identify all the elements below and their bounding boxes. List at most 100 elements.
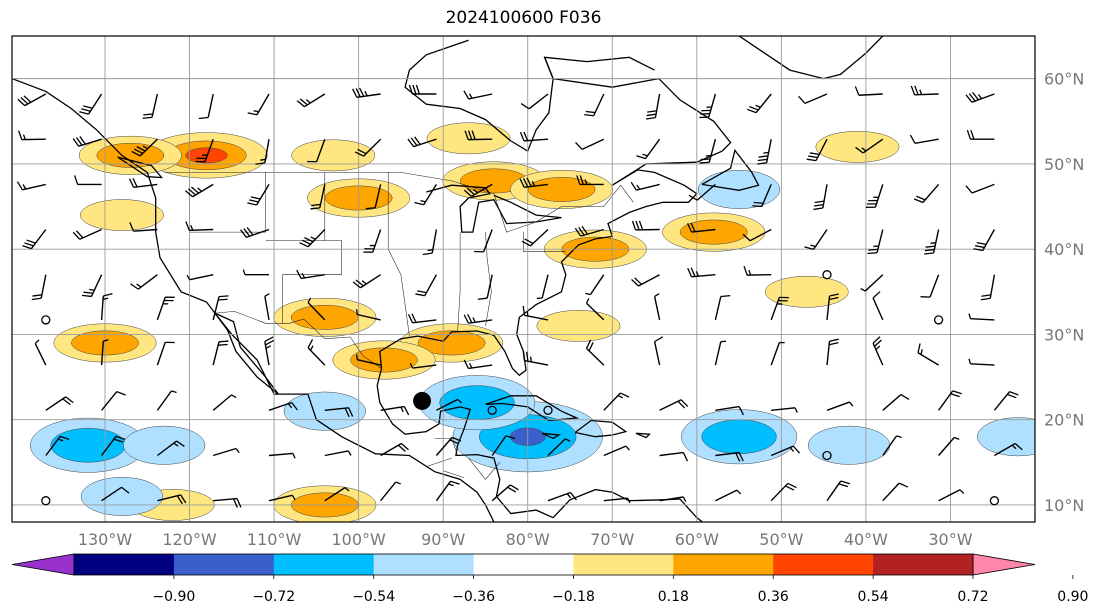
barb-full xyxy=(1009,391,1019,396)
barb-staff xyxy=(826,480,842,502)
barb-staff xyxy=(524,138,549,142)
wind-barb xyxy=(242,269,269,276)
wind-barb xyxy=(474,229,493,253)
wind-barb xyxy=(491,484,519,502)
barb-staff-group xyxy=(645,93,661,120)
barb-full xyxy=(116,391,126,396)
barb-staff-group xyxy=(714,294,731,321)
barb-staff-group xyxy=(247,184,270,206)
barb-full xyxy=(247,202,257,206)
barb-staff xyxy=(156,296,166,321)
barb-full xyxy=(466,187,475,196)
barb-staff xyxy=(491,484,511,502)
barb-staff xyxy=(22,183,46,191)
barb-full xyxy=(749,105,759,111)
barb-staff-group xyxy=(913,183,940,204)
barb-staff xyxy=(826,341,831,366)
barb-staff xyxy=(482,229,493,253)
wind-barb xyxy=(324,450,352,457)
wind-barb xyxy=(813,184,828,211)
wind-barb xyxy=(356,354,381,366)
barb-staff-group xyxy=(770,445,801,457)
barb-full xyxy=(792,445,801,454)
barb-half xyxy=(810,244,816,248)
barb-staff-group xyxy=(536,274,549,300)
barb-half xyxy=(625,445,630,451)
barb-full xyxy=(757,158,768,162)
barb-staff xyxy=(882,482,900,502)
barb-staff xyxy=(156,390,173,411)
barb-staff-group xyxy=(380,442,409,457)
barb-staff xyxy=(541,274,549,299)
barb-full xyxy=(829,342,839,346)
barb-half xyxy=(292,453,296,459)
calm-circle xyxy=(543,405,553,415)
barb-staff xyxy=(189,228,214,232)
barb-staff-group xyxy=(310,184,326,210)
barb-staff xyxy=(715,489,738,502)
wind-barb xyxy=(130,274,158,290)
barb-staff xyxy=(653,341,661,366)
barb-staff xyxy=(876,229,884,253)
barb-staff xyxy=(524,183,549,189)
barb-staff xyxy=(264,139,270,163)
wind-barb xyxy=(585,339,605,366)
map-title: 2024100600 F036 xyxy=(445,8,602,28)
coastline xyxy=(541,432,562,440)
barb-staff xyxy=(468,364,493,370)
wind-barb xyxy=(100,292,113,320)
barb-full xyxy=(522,178,529,188)
wind-barb xyxy=(408,84,437,95)
calm-circle xyxy=(822,450,832,461)
barb-staff-group xyxy=(603,392,630,411)
barb-full xyxy=(872,291,881,299)
wind-barb xyxy=(636,138,661,160)
wind-barb xyxy=(872,291,884,321)
barb-staff-group xyxy=(547,491,577,502)
wind-barb xyxy=(101,435,126,456)
barb-full xyxy=(913,198,924,204)
barb-staff-group xyxy=(407,313,437,324)
wind-barb xyxy=(980,274,996,301)
barb-full xyxy=(23,95,32,103)
barb-full xyxy=(690,267,696,277)
barb-staff-group xyxy=(924,229,940,255)
barb-staff xyxy=(826,295,831,320)
wind-barb xyxy=(743,265,772,276)
coastline xyxy=(738,36,884,80)
barb-staff-group xyxy=(993,391,1019,411)
barb-staff-group xyxy=(520,93,549,110)
barb-staff-group xyxy=(699,93,717,119)
barb-full xyxy=(806,158,817,162)
barb-half xyxy=(356,309,358,315)
wind-barb xyxy=(715,489,742,502)
map-frame xyxy=(11,35,1036,523)
wind-barb xyxy=(18,130,46,141)
wind-barb xyxy=(463,313,493,324)
barb-half xyxy=(171,390,177,394)
barb-full xyxy=(579,175,584,185)
barb-full xyxy=(909,134,916,144)
wind-barb xyxy=(129,222,158,232)
barb-staff-group xyxy=(882,482,909,502)
barb-full xyxy=(872,336,881,344)
wind-barb xyxy=(142,93,159,119)
barb-full xyxy=(973,248,983,252)
barb-half xyxy=(202,154,208,156)
state-border xyxy=(443,470,465,478)
wind-barb xyxy=(195,138,214,163)
barb-full xyxy=(249,199,259,203)
wind-barb xyxy=(770,482,797,502)
barb-half xyxy=(136,283,142,288)
barb-half xyxy=(260,158,266,161)
barb-staff-group xyxy=(770,482,797,502)
barb-full xyxy=(588,342,594,352)
barb-staff xyxy=(100,341,104,366)
barb-staff xyxy=(770,342,781,366)
wind-barb xyxy=(872,336,884,366)
barb-staff xyxy=(659,496,684,502)
barb-staff xyxy=(204,138,214,162)
barb-full xyxy=(898,482,909,488)
barb-staff xyxy=(78,138,102,147)
barb-staff xyxy=(268,401,292,411)
